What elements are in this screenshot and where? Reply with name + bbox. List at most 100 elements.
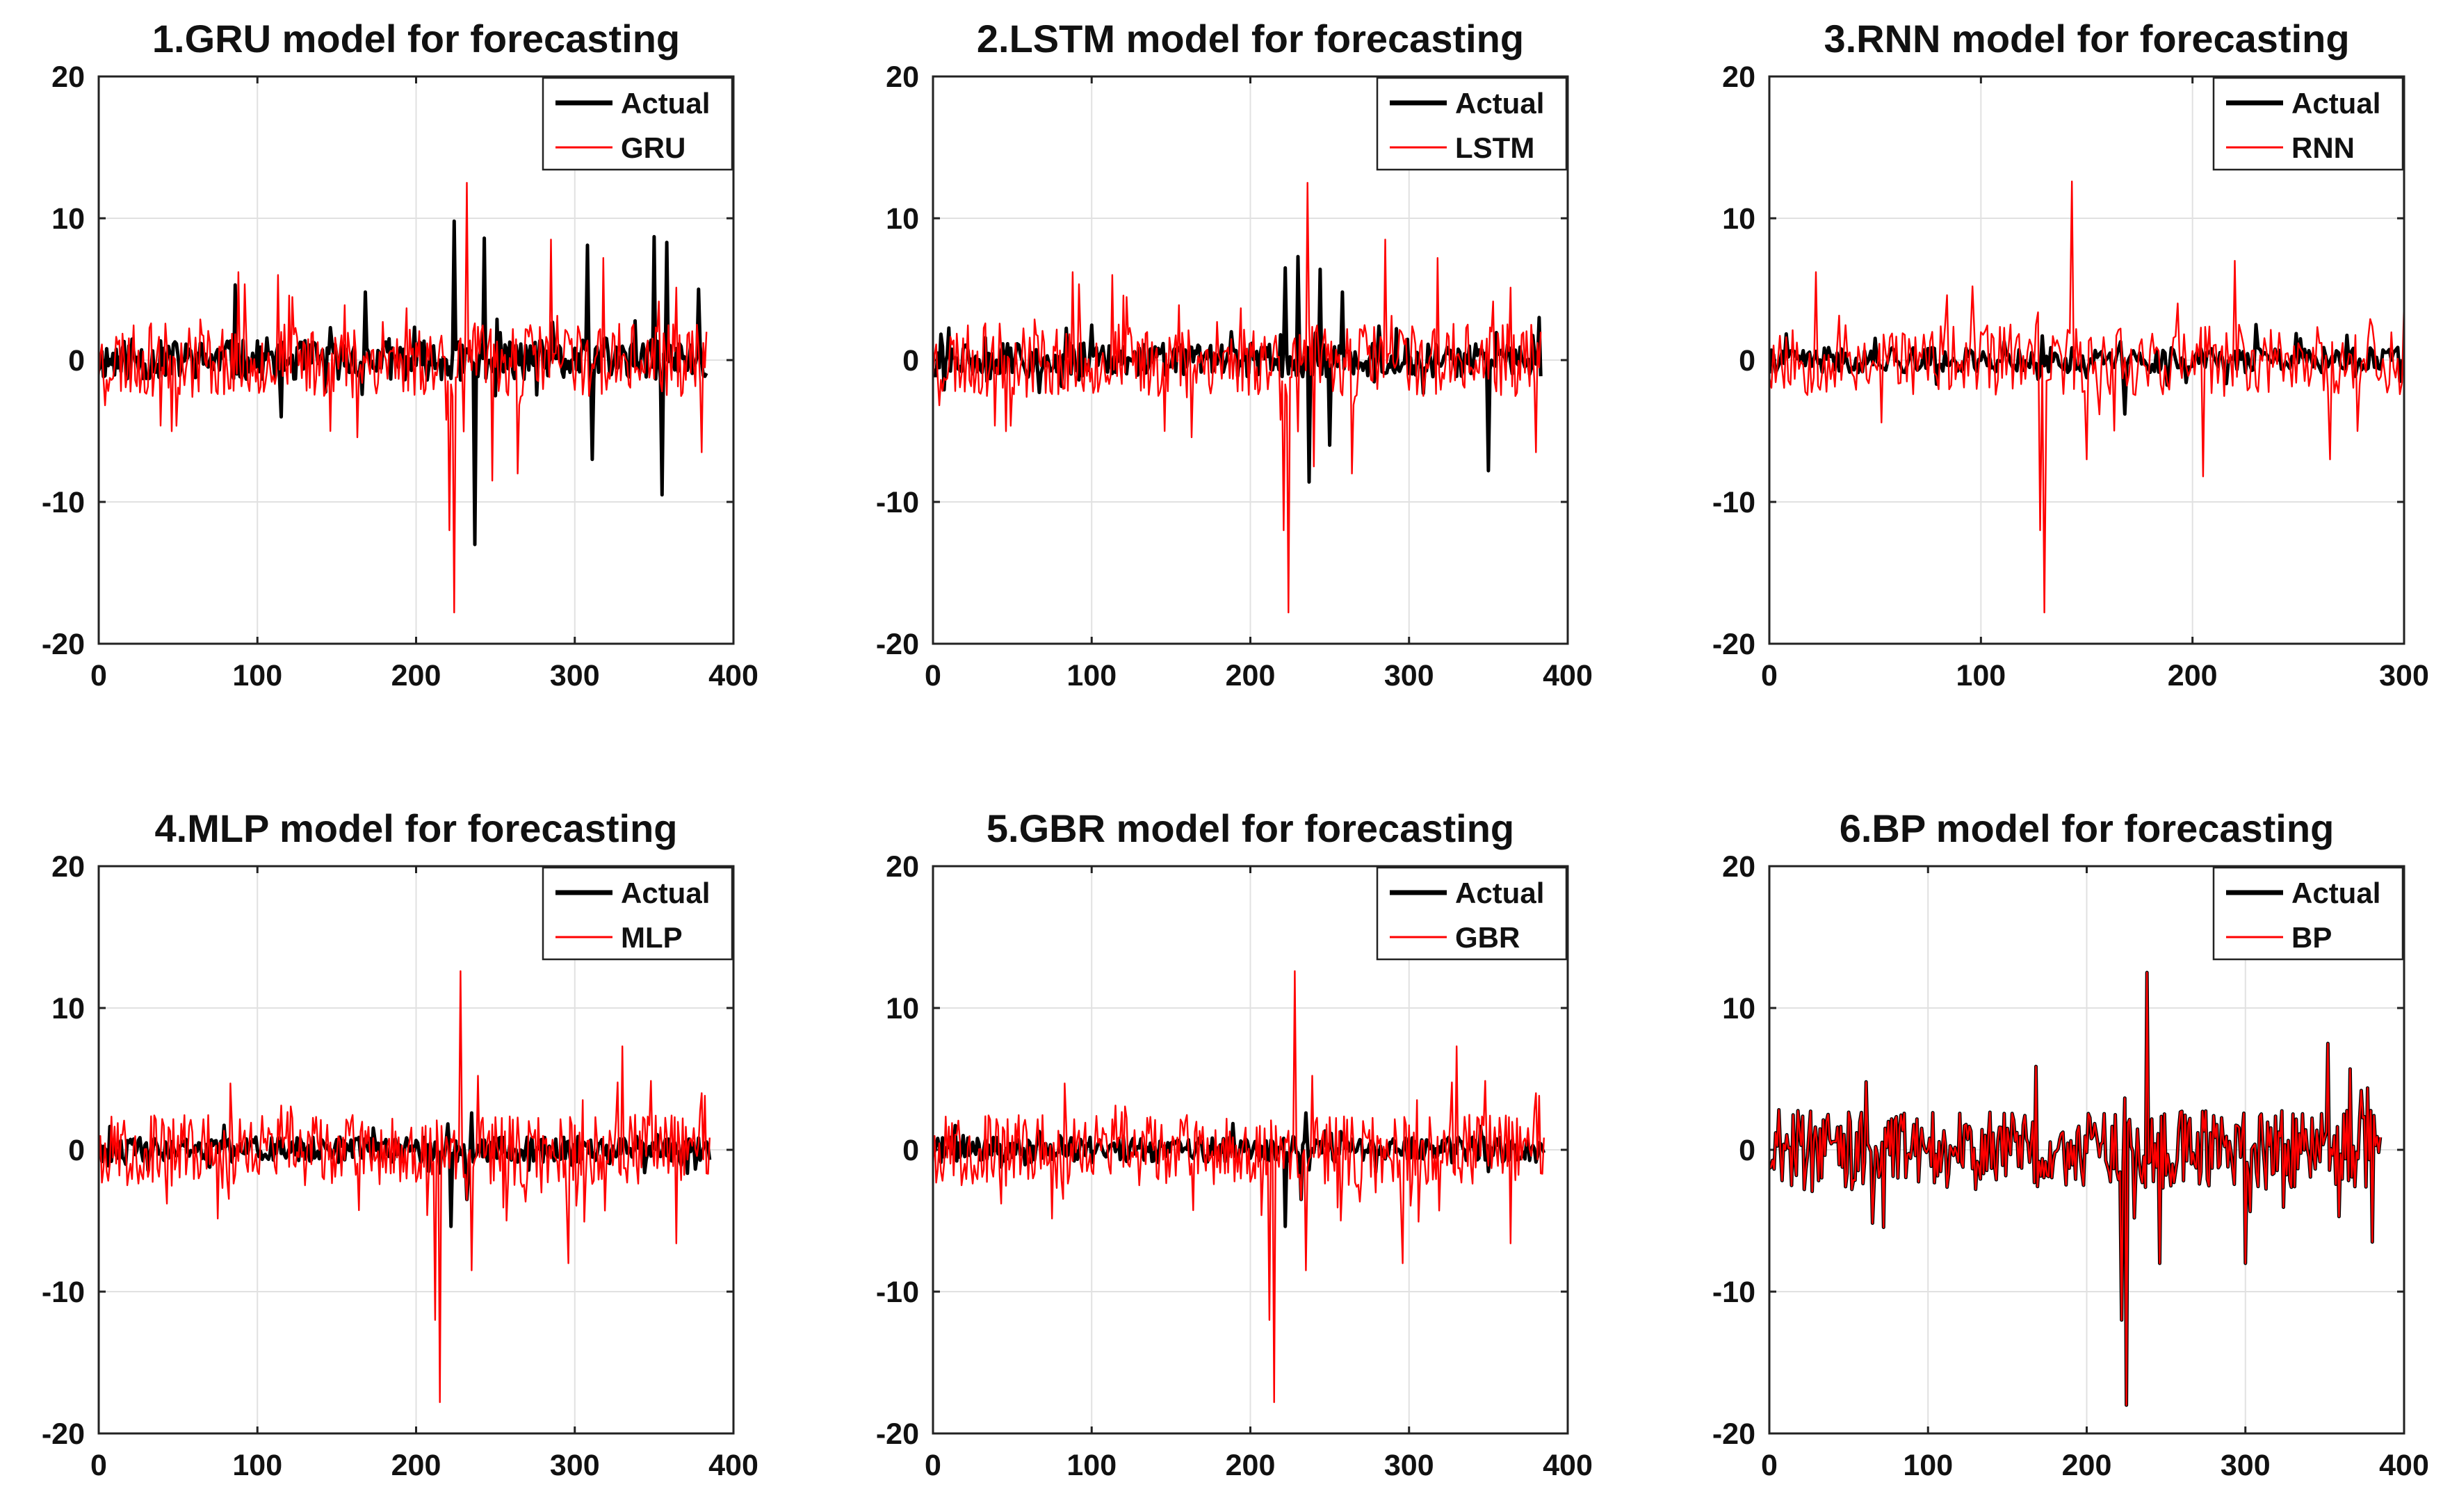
x-tick-label: 100 xyxy=(232,1449,282,1482)
x-tick-label: 400 xyxy=(2379,1449,2429,1482)
x-tick-label: 0 xyxy=(90,659,107,692)
x-tick-label: 400 xyxy=(1543,1449,1593,1482)
y-tick-label: -10 xyxy=(876,486,919,519)
y-tick-label: 10 xyxy=(51,202,85,236)
legend-label-bp: BP xyxy=(2291,921,2332,954)
legend-label-actual: Actual xyxy=(2291,87,2380,120)
legend-label-rnn: RNN xyxy=(2291,131,2355,164)
legend-label-actual: Actual xyxy=(1455,877,1544,909)
series-line-actual xyxy=(1769,323,2404,416)
axes-frame xyxy=(97,75,735,645)
y-tick-label: 20 xyxy=(886,60,919,94)
series-line-lstm xyxy=(933,181,1542,614)
y-tick-label: 0 xyxy=(68,344,85,377)
y-tick-label: -10 xyxy=(876,1276,919,1309)
axes-frame xyxy=(932,75,1569,645)
legend-box xyxy=(542,76,733,171)
y-tick-label: -10 xyxy=(1712,1276,1755,1309)
y-tick-label: -20 xyxy=(42,628,85,661)
chart-title: 1.GRU model for forecasting xyxy=(152,17,680,60)
axes-frame xyxy=(1768,75,2405,645)
legend-box xyxy=(1376,866,1568,961)
axes-frame xyxy=(97,865,735,1435)
legend-box xyxy=(1376,76,1568,171)
x-tick-label: 200 xyxy=(2062,1449,2112,1482)
axes-frame xyxy=(1768,865,2405,1435)
legend-label-gbr: GBR xyxy=(1455,921,1520,954)
legend-label-gru: GRU xyxy=(621,131,685,164)
x-tick-label: 300 xyxy=(1384,1449,1434,1482)
x-tick-label: 300 xyxy=(2221,1449,2271,1482)
chart-title: 5.GBR model for forecasting xyxy=(987,806,1514,850)
x-tick-label: 100 xyxy=(1956,659,2006,692)
y-tick-label: 20 xyxy=(1722,60,1755,94)
x-tick-label: 0 xyxy=(1761,659,1778,692)
y-tick-label: 10 xyxy=(1722,202,1755,236)
legend: Actual GRU xyxy=(542,76,733,171)
x-tick-label: 300 xyxy=(1384,659,1434,692)
legend: Actual LSTM xyxy=(1376,76,1568,171)
legend-box xyxy=(2212,866,2404,961)
y-tick-label: 0 xyxy=(1739,344,1755,377)
x-tick-label: 100 xyxy=(1903,1449,1953,1482)
series-line-bp xyxy=(1769,971,2381,1406)
series-line-gru xyxy=(99,181,708,614)
x-tick-label: 400 xyxy=(1543,659,1593,692)
legend-label-actual: Actual xyxy=(1455,87,1544,120)
y-tick-label: 10 xyxy=(1722,992,1755,1025)
y-tick-label: 10 xyxy=(886,992,919,1025)
x-tick-label: 300 xyxy=(2379,659,2429,692)
x-tick-label: 100 xyxy=(232,659,282,692)
x-tick-label: 200 xyxy=(391,1449,441,1482)
x-tick-label: 400 xyxy=(708,1449,758,1482)
x-tick-label: 200 xyxy=(391,659,441,692)
legend-label-actual: Actual xyxy=(2291,877,2380,909)
legend-label-actual: Actual xyxy=(621,87,710,120)
x-tick-label: 200 xyxy=(2168,659,2218,692)
y-tick-label: 20 xyxy=(1722,850,1755,884)
chart-title: 4.MLP model for forecasting xyxy=(155,806,678,850)
y-tick-label: -20 xyxy=(42,1417,85,1451)
y-tick-label: -10 xyxy=(1712,486,1755,519)
y-tick-label: 10 xyxy=(51,992,85,1025)
y-tick-label: 0 xyxy=(1739,1134,1755,1167)
x-tick-label: 0 xyxy=(1761,1449,1778,1482)
x-tick-label: 400 xyxy=(708,659,758,692)
y-tick-label: -10 xyxy=(42,1276,85,1309)
y-tick-label: 0 xyxy=(68,1134,85,1167)
y-tick-label: 0 xyxy=(902,344,919,377)
chart-title: 2.LSTM model for forecasting xyxy=(977,17,1524,60)
legend: Actual RNN xyxy=(2212,76,2404,171)
legend: Actual MLP xyxy=(542,866,733,961)
series-line-gbr xyxy=(933,970,1545,1404)
x-tick-label: 0 xyxy=(90,1449,107,1482)
y-tick-label: 10 xyxy=(886,202,919,236)
x-tick-label: 200 xyxy=(1226,659,1276,692)
x-tick-label: 300 xyxy=(550,659,600,692)
x-tick-label: 100 xyxy=(1066,1449,1117,1482)
x-tick-label: 300 xyxy=(550,1449,600,1482)
y-tick-label: -20 xyxy=(876,628,919,661)
y-tick-label: -10 xyxy=(42,486,85,519)
y-tick-label: 20 xyxy=(51,60,85,94)
x-tick-label: 100 xyxy=(1066,659,1117,692)
y-tick-label: -20 xyxy=(1712,1417,1755,1451)
chart-title: 6.BP model for forecasting xyxy=(1840,806,2335,850)
legend: Actual GBR xyxy=(1376,866,1568,961)
legend-label-mlp: MLP xyxy=(621,921,683,954)
y-tick-label: 0 xyxy=(902,1134,919,1167)
y-tick-label: -20 xyxy=(1712,628,1755,661)
x-tick-label: 0 xyxy=(925,659,941,692)
chart-title: 3.RNN model for forecasting xyxy=(1824,17,2349,60)
legend-label-actual: Actual xyxy=(621,877,710,909)
legend: Actual BP xyxy=(2212,866,2404,961)
x-tick-label: 200 xyxy=(1226,1449,1276,1482)
y-tick-label: -20 xyxy=(876,1417,919,1451)
